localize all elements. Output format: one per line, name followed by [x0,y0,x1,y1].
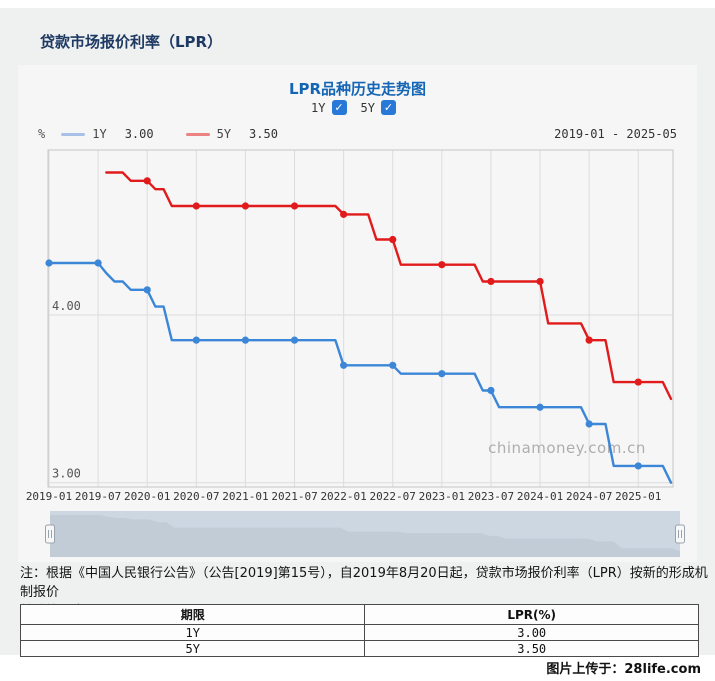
data-point-5y[interactable] [290,202,299,210]
x-axis-tick-label: 2025-01 [615,490,662,503]
x-axis-tick-label: 2023-01 [418,490,465,503]
chart-panel [18,65,697,562]
x-axis-tick-label: 2020-07 [173,490,220,503]
table-cell: 3.00 [364,624,699,641]
page-title: 贷款市场报价利率（LPR） [40,33,223,51]
table-row: 5Y 3.50 [19,640,699,657]
data-point-5y[interactable] [192,202,200,210]
table-header-cell: LPR(%) [364,604,699,625]
x-axis-tick-label: 2021-01 [222,490,269,503]
data-point-1y[interactable] [389,361,397,369]
chart-legend: % 1Y 3.00 5Y 3.50 [38,127,310,141]
table-header-row: 期限 LPR(%) [19,604,699,625]
data-point-5y[interactable] [143,177,151,185]
x-axis-tick-labels: 2019-01 2019-07 2020-01 2020-07 2021-01 2021-… [0,490,715,504]
x-axis-tick-label: 2021-07 [271,490,318,503]
1y-line-swatch-icon [61,132,86,136]
x-axis-tick-label: 2024-07 [565,490,613,503]
upload-credit: 图片上传于：28life.com [546,662,701,677]
x-axis-tick-label: 2020-01 [124,490,171,503]
5y-checkbox[interactable]: ✓ [380,100,396,115]
data-point-1y[interactable] [94,259,102,267]
x-axis-tick-label: 2019-07 [74,490,122,503]
filter-label-1y: 1Y [311,100,326,115]
data-point-1y[interactable] [241,336,250,344]
table-cell: 5Y [19,640,366,657]
check-icon: ✓ [334,101,344,114]
legend-item-5y: 5Y [185,127,232,141]
x-axis-tick-label: 2022-01 [320,490,367,503]
data-point-5y[interactable] [438,261,446,269]
legend-name-5y: 5Y [216,127,232,141]
data-point-5y[interactable] [634,378,642,386]
table-header-cell: 期限 [19,604,366,625]
y-axis-tick-label: 4.00 [52,299,81,313]
legend-value-5y: 3.50 [249,127,278,141]
data-point-5y[interactable] [536,277,544,286]
chart-title: LPR品种历史走势图 [288,80,427,98]
1y-checkbox[interactable]: ✓ [331,100,347,115]
navigator-data-shadow [50,515,680,557]
data-point-1y[interactable] [438,370,446,378]
legend-item-1y: 1Y [61,127,107,141]
x-axis-tick-label: 2024-01 [516,490,564,503]
data-point-5y[interactable] [340,210,348,218]
data-point-5y[interactable] [585,336,593,344]
watermark: chinamoney.com.cn [488,439,646,457]
data-point-1y[interactable] [487,386,495,395]
series-line-5y [105,171,673,401]
series-line-1y [47,261,673,484]
data-point-5y[interactable] [389,235,397,244]
data-point-1y[interactable] [340,361,348,369]
x-axis-tick-label: 2019-01 [25,490,73,503]
data-point-1y[interactable] [290,336,299,344]
table-row: 1Y 3.00 [19,624,699,641]
series-filter-row: 1Y ✓ 5Y ✓ [0,100,715,115]
filter-label-5y: 5Y [360,100,375,115]
date-range-label: 2019-01 - 2025-05 [554,127,677,141]
x-axis-tick-label: 2022-07 [369,490,416,503]
lpr-summary-table: 期限 LPR(%) 1Y 3.00 5Y 3.50 [19,604,699,657]
5y-line-swatch-icon [185,132,210,136]
data-point-1y[interactable] [634,462,642,470]
x-axis-tick-label: 2023-07 [467,490,515,503]
y-axis-tick-label: 3.00 [52,467,81,481]
check-icon: ✓ [383,101,394,114]
table-cell: 3.50 [364,640,699,657]
y-axis-unit-label: % [38,127,46,141]
data-point-1y[interactable] [536,403,544,411]
table-cell: 1Y [19,624,366,641]
navigator-right-handle[interactable] [675,524,685,544]
lpr-trend-chart: 4.00 3.00 chinamoney.com.cn [45,149,685,557]
data-point-1y[interactable] [192,336,200,344]
legend-name-1y: 1Y [92,127,107,141]
legend-value-1y: 3.00 [124,127,154,141]
plot-border [47,149,674,488]
data-point-5y[interactable] [241,202,250,210]
navigator-left-handle[interactable] [45,524,55,544]
data-point-1y[interactable] [585,420,593,428]
data-point-5y[interactable] [487,277,495,286]
data-point-1y[interactable] [143,286,151,294]
footnote-line-1: 注：根据《中国人民银行公告》（公告[2019]第15号），自2019年8月20日… [20,566,708,600]
data-point-1y[interactable] [45,259,53,267]
